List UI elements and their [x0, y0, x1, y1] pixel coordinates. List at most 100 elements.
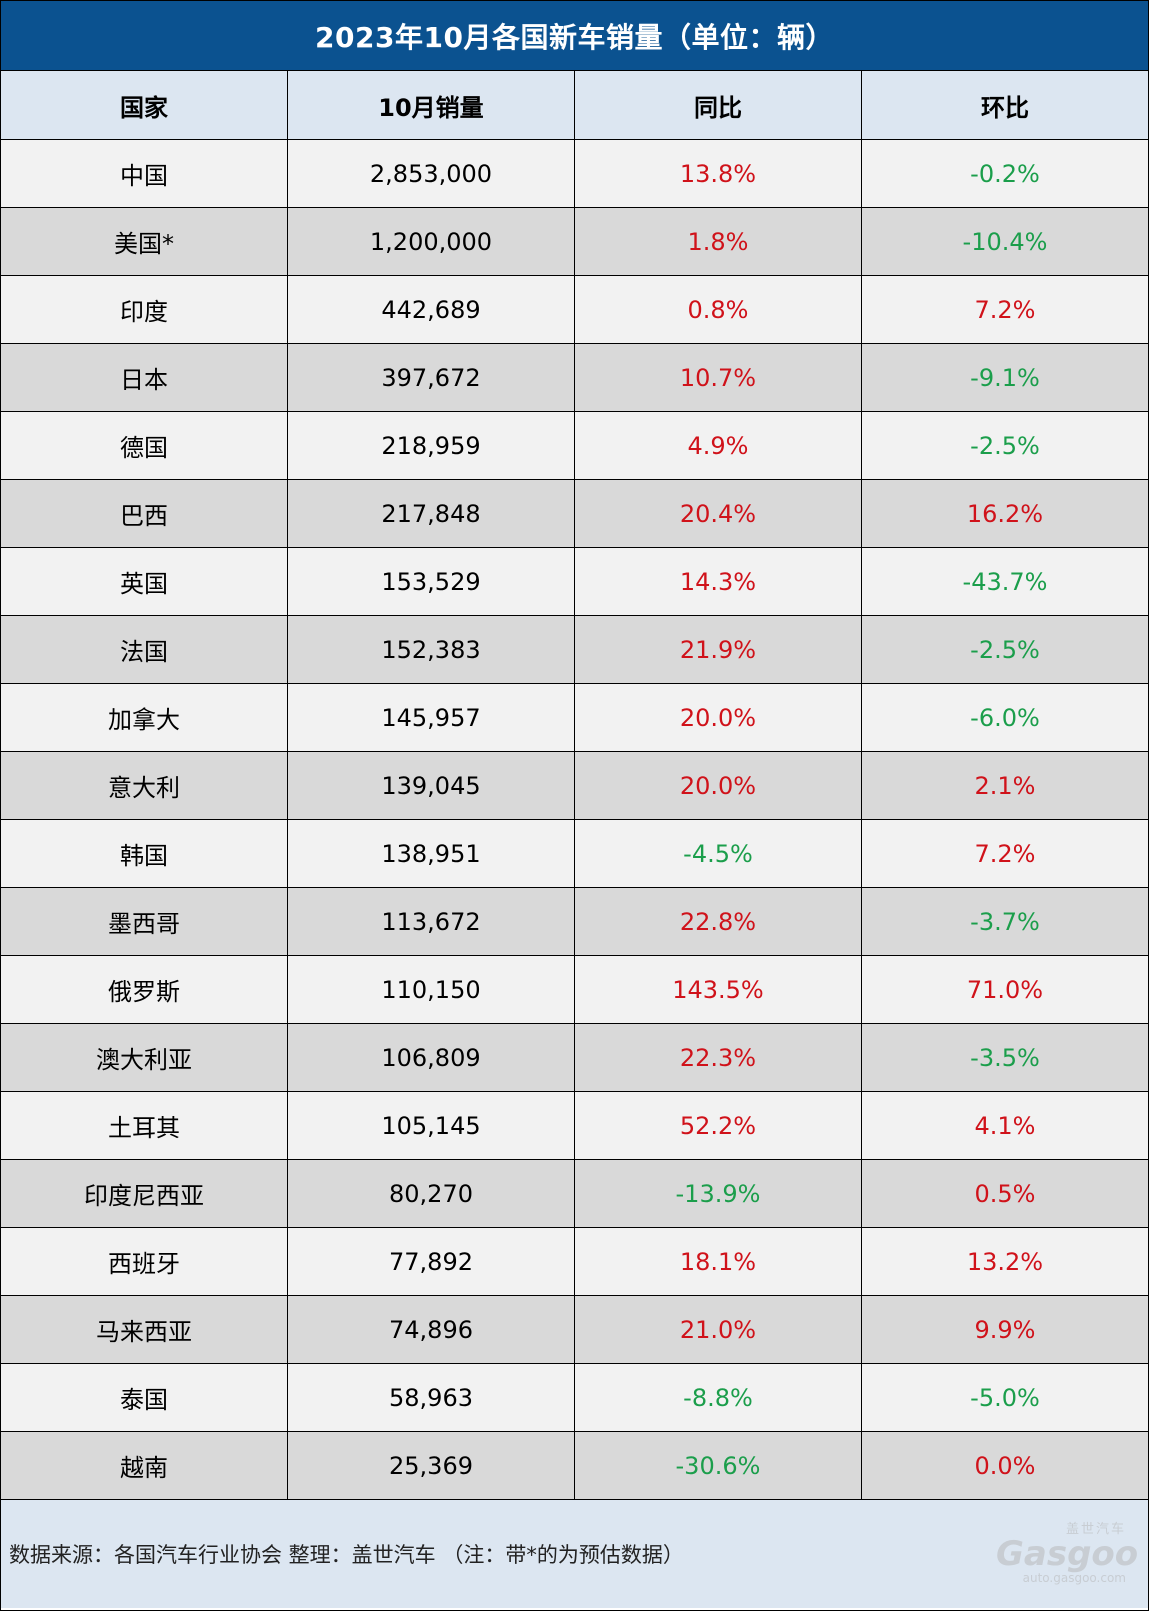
cell-mom: -6.0%	[860, 683, 1148, 752]
cell-mom: 0.5%	[860, 1159, 1148, 1228]
gasgoo-logo: 盖世汽车 Gasgoo auto.gasgoo.com	[996, 1518, 1139, 1596]
cell-mom: 0.0%	[860, 1431, 1148, 1500]
cell-sales: 77,892	[287, 1227, 575, 1296]
table-row: 韩国 138,951 -4.5% 7.2%	[1, 819, 1148, 888]
cell-yoy: 18.1%	[573, 1227, 862, 1296]
cell-sales: 218,959	[287, 411, 575, 480]
cell-country: 韩国	[1, 819, 288, 888]
table-body: 中国 2,853,000 13.8% -0.2% 美国* 1,200,000 1.8% -10…	[1, 139, 1148, 1500]
cell-yoy: 143.5%	[573, 955, 862, 1024]
cell-yoy: 1.8%	[573, 207, 862, 276]
cell-country: 墨西哥	[1, 887, 288, 956]
table-row: 马来西亚 74,896 21.0% 9.9%	[1, 1295, 1148, 1364]
logo-cn-text: 盖世汽车	[1065, 1522, 1126, 1537]
cell-mom: 2.1%	[860, 751, 1148, 820]
cell-country: 泰国	[1, 1363, 288, 1432]
cell-mom: 7.2%	[860, 275, 1148, 344]
table-row: 印度尼西亚 80,270 -13.9% 0.5%	[1, 1159, 1148, 1228]
cell-yoy: 20.0%	[573, 683, 862, 752]
cell-yoy: 10.7%	[573, 343, 862, 412]
cell-mom: -3.5%	[860, 1023, 1148, 1092]
cell-sales: 58,963	[287, 1363, 575, 1432]
cell-yoy: -13.9%	[573, 1159, 862, 1228]
table-row: 中国 2,853,000 13.8% -0.2%	[1, 139, 1148, 208]
table-row: 墨西哥 113,672 22.8% -3.7%	[1, 887, 1148, 956]
cell-country: 马来西亚	[1, 1295, 288, 1364]
cell-mom: -2.5%	[860, 411, 1148, 480]
cell-sales: 74,896	[287, 1295, 575, 1364]
cell-yoy: 20.4%	[573, 479, 862, 548]
cell-yoy: 22.3%	[573, 1023, 862, 1092]
table-row: 印度 442,689 0.8% 7.2%	[1, 275, 1148, 344]
cell-mom: 7.2%	[860, 819, 1148, 888]
cell-sales: 217,848	[287, 479, 575, 548]
cell-sales: 153,529	[287, 547, 575, 616]
cell-mom: 16.2%	[860, 479, 1148, 548]
table-row: 澳大利亚 106,809 22.3% -3.5%	[1, 1023, 1148, 1092]
cell-mom: 13.2%	[860, 1227, 1148, 1296]
cell-country: 印度	[1, 275, 288, 344]
cell-sales: 25,369	[287, 1431, 575, 1500]
cell-yoy: 14.3%	[573, 547, 862, 616]
cell-country: 澳大利亚	[1, 1023, 288, 1092]
cell-mom: -9.1%	[860, 343, 1148, 412]
header-yoy: 同比	[573, 71, 862, 140]
cell-country: 俄罗斯	[1, 955, 288, 1024]
cell-yoy: -8.8%	[573, 1363, 862, 1432]
cell-mom: -3.7%	[860, 887, 1148, 956]
footer: 数据来源：各国汽车行业协会 整理：盖世汽车 （注：带*的为预估数据） 盖世汽车 …	[1, 1500, 1148, 1608]
table-row: 越南 25,369 -30.6% 0.0%	[1, 1431, 1148, 1500]
cell-mom: -2.5%	[860, 615, 1148, 684]
cell-mom: -0.2%	[860, 139, 1148, 208]
cell-sales: 397,672	[287, 343, 575, 412]
cell-country: 巴西	[1, 479, 288, 548]
header-mom: 环比	[860, 71, 1148, 140]
table-row: 泰国 58,963 -8.8% -5.0%	[1, 1363, 1148, 1432]
logo-brand-text: Gasgoo	[996, 1534, 1139, 1574]
table-row: 巴西 217,848 20.4% 16.2%	[1, 479, 1148, 548]
table-row: 英国 153,529 14.3% -43.7%	[1, 547, 1148, 616]
cell-country: 法国	[1, 615, 288, 684]
cell-yoy: 4.9%	[573, 411, 862, 480]
cell-yoy: 21.0%	[573, 1295, 862, 1364]
cell-sales: 1,200,000	[287, 207, 575, 276]
cell-mom: -43.7%	[860, 547, 1148, 616]
table-row: 意大利 139,045 20.0% 2.1%	[1, 751, 1148, 820]
cell-country: 日本	[1, 343, 288, 412]
cell-mom: 4.1%	[860, 1091, 1148, 1160]
table-row: 俄罗斯 110,150 143.5% 71.0%	[1, 955, 1148, 1024]
cell-sales: 113,672	[287, 887, 575, 956]
table-row: 德国 218,959 4.9% -2.5%	[1, 411, 1148, 480]
cell-yoy: 21.9%	[573, 615, 862, 684]
cell-mom: -5.0%	[860, 1363, 1148, 1432]
cell-sales: 2,853,000	[287, 139, 575, 208]
table-row: 土耳其 105,145 52.2% 4.1%	[1, 1091, 1148, 1160]
table-row: 西班牙 77,892 18.1% 13.2%	[1, 1227, 1148, 1296]
cell-country: 加拿大	[1, 683, 288, 752]
cell-sales: 105,145	[287, 1091, 575, 1160]
cell-sales: 145,957	[287, 683, 575, 752]
cell-sales: 139,045	[287, 751, 575, 820]
header-sales: 10月销量	[287, 71, 575, 140]
cell-mom: 9.9%	[860, 1295, 1148, 1364]
cell-country: 土耳其	[1, 1091, 288, 1160]
cell-country: 美国*	[1, 207, 288, 276]
cell-mom: 71.0%	[860, 955, 1148, 1024]
table-row: 加拿大 145,957 20.0% -6.0%	[1, 683, 1148, 752]
cell-country: 意大利	[1, 751, 288, 820]
cell-yoy: 13.8%	[573, 139, 862, 208]
cell-sales: 152,383	[287, 615, 575, 684]
cell-country: 印度尼西亚	[1, 1159, 288, 1228]
table-row: 日本 397,672 10.7% -9.1%	[1, 343, 1148, 412]
cell-yoy: 0.8%	[573, 275, 862, 344]
cell-country: 西班牙	[1, 1227, 288, 1296]
logo-url-text: auto.gasgoo.com	[1022, 1571, 1126, 1585]
cell-sales: 138,951	[287, 819, 575, 888]
cell-yoy: 22.8%	[573, 887, 862, 956]
cell-sales: 442,689	[287, 275, 575, 344]
cell-yoy: 52.2%	[573, 1091, 862, 1160]
cell-country: 越南	[1, 1431, 288, 1500]
cell-yoy: -30.6%	[573, 1431, 862, 1500]
table-title: 2023年10月各国新车销量（单位：辆）	[1, 1, 1148, 71]
